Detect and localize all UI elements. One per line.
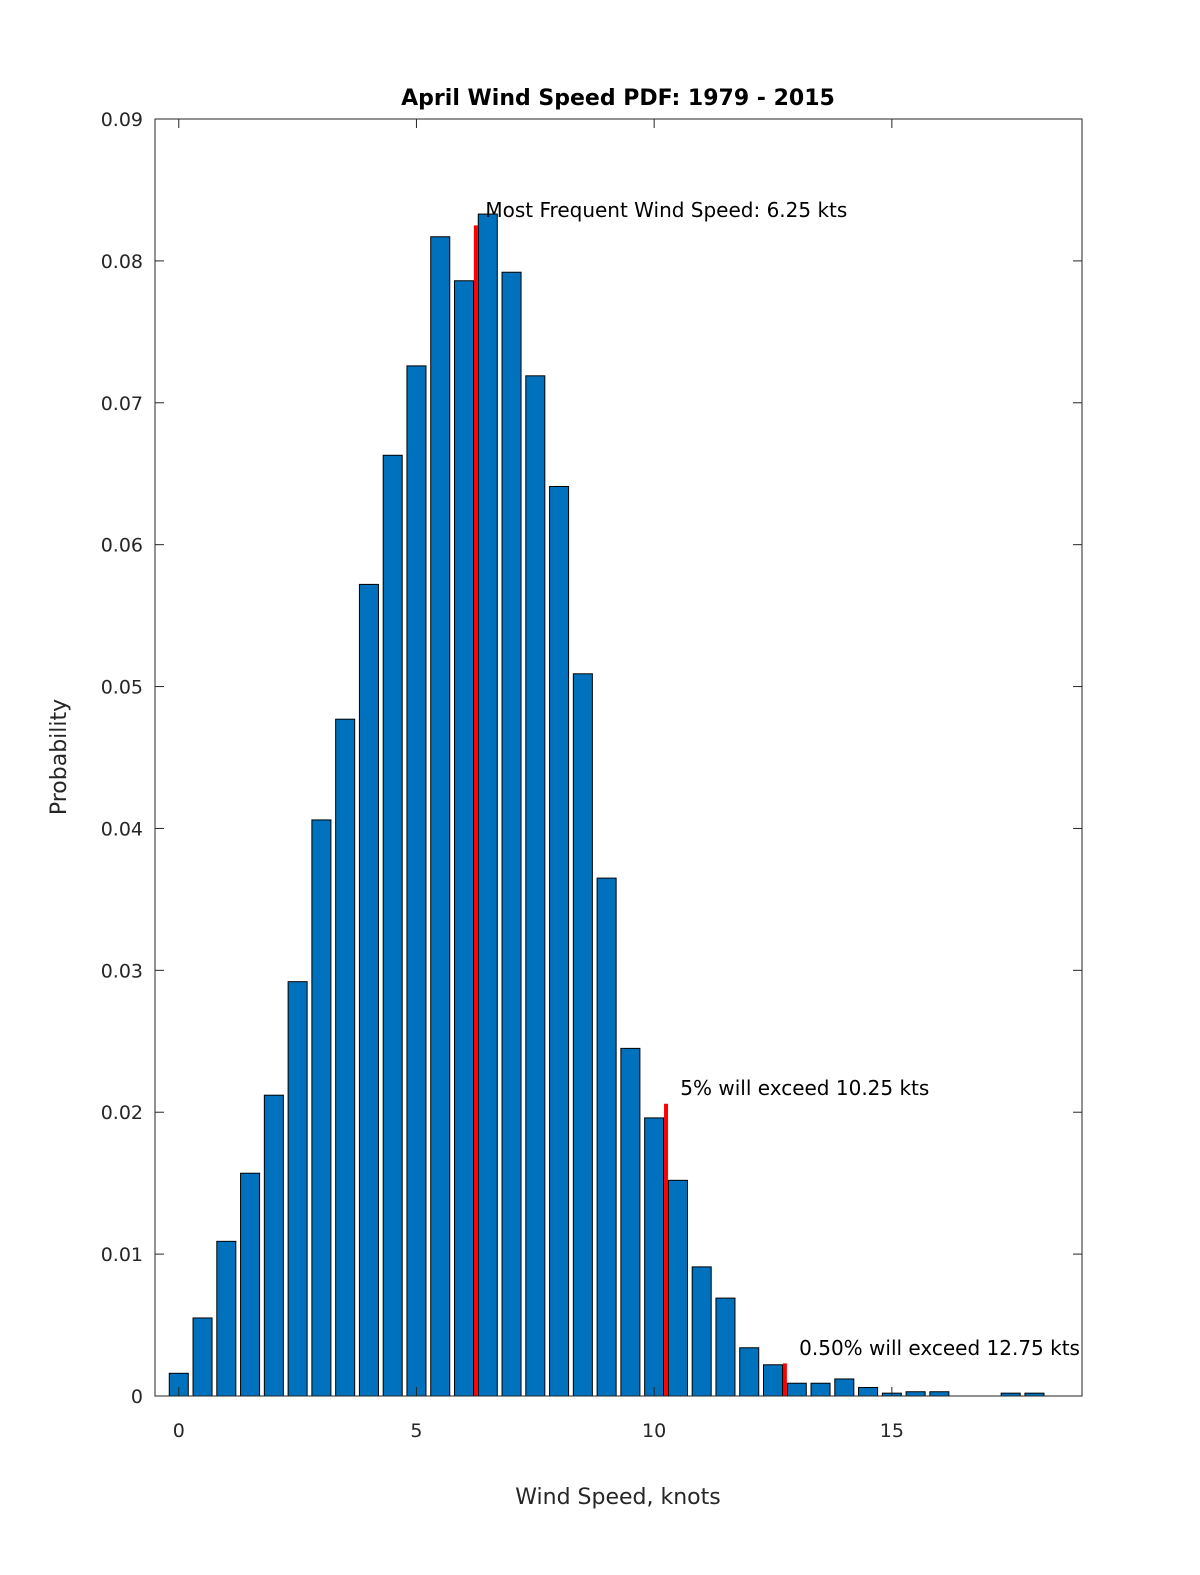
y-tick-label-5: 0.05 <box>101 677 143 699</box>
marker-label-0: Most Frequent Wind Speed: 6.25 kts <box>485 198 847 222</box>
bar-29 <box>858 1386 879 1397</box>
y-axis-label: Probability <box>47 699 72 815</box>
ticks-group: 0 5 10 15 0 0.01 0.02 0.03 0.04 0.05 0.06 0.07 0.08 0… <box>101 109 1082 1442</box>
y-tick-label-2: 0.02 <box>101 1102 143 1124</box>
bar-13 <box>477 213 498 1397</box>
chart-title: April Wind Speed PDF: 1979 - 2015 <box>401 86 835 111</box>
y-tick-label-1: 0.01 <box>101 1244 143 1266</box>
y-tick-label-8: 0.08 <box>101 251 143 273</box>
x-tick-label-1: 5 <box>410 1420 422 1442</box>
marker-label-1: 5% will exceed 10.25 kts <box>680 1076 929 1100</box>
y-tick-label-6: 0.06 <box>101 535 143 557</box>
bar-1 <box>192 1317 213 1397</box>
bar-24 <box>739 1347 760 1397</box>
y-tick-label-7: 0.07 <box>101 393 143 415</box>
bar-5 <box>287 981 308 1397</box>
plot-area-frame <box>154 118 1083 1397</box>
bar-21 <box>667 1179 688 1397</box>
y-tick-label-3: 0.03 <box>101 960 143 982</box>
bar-15 <box>525 375 546 1397</box>
x-axis-label: Wind Speed, knots <box>515 1485 720 1510</box>
bar-22 <box>691 1266 712 1397</box>
bar-32 <box>929 1391 950 1397</box>
bar-31 <box>905 1391 926 1397</box>
bar-12 <box>453 280 475 1397</box>
bar-11 <box>430 236 451 1397</box>
y-tick-label-9: 0.09 <box>101 109 143 131</box>
markers-group: Most Frequent Wind Speed: 6.25 kts 5% wil… <box>473 198 1080 1396</box>
bar-6 <box>311 819 332 1397</box>
bar-7 <box>335 718 356 1397</box>
bar-27 <box>810 1382 831 1397</box>
bar-4 <box>263 1094 284 1397</box>
y-tick-label-0: 0 <box>131 1386 143 1408</box>
bar-2 <box>216 1240 237 1397</box>
bar-19 <box>620 1047 641 1397</box>
bar-9 <box>382 454 403 1397</box>
bar-25 <box>762 1364 784 1397</box>
bar-17 <box>572 673 593 1397</box>
bar-18 <box>596 877 617 1397</box>
x-tick-label-2: 10 <box>642 1420 666 1442</box>
bar-20 <box>644 1117 665 1397</box>
bar-14 <box>501 271 522 1397</box>
bar-3 <box>240 1172 261 1397</box>
bar-28 <box>834 1378 855 1397</box>
bar-23 <box>715 1297 736 1397</box>
marker-label-2: 0.50% will exceed 12.75 kts <box>799 1336 1080 1360</box>
bar-10 <box>406 365 427 1397</box>
y-tick-label-4: 0.04 <box>101 818 143 840</box>
bar-26 <box>786 1382 807 1397</box>
x-tick-label-0: 0 <box>173 1420 185 1442</box>
bar-8 <box>358 583 379 1397</box>
bar-16 <box>549 485 570 1397</box>
x-tick-label-3: 15 <box>880 1420 904 1442</box>
